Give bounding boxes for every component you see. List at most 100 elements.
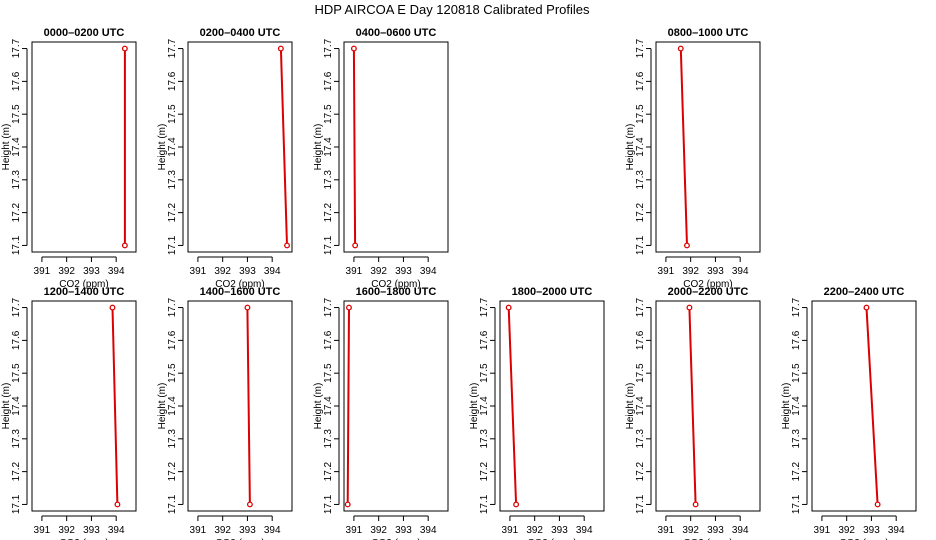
y-tick-label: 17.4	[791, 396, 802, 416]
y-tick-label: 17.3	[323, 429, 334, 449]
x-tick-label: 391	[190, 525, 207, 536]
figure-title: HDP AIRCOA E Day 120818 Calibrated Profi…	[314, 2, 590, 17]
x-tick-label: 391	[658, 266, 675, 277]
x-tick-label: 392	[58, 266, 75, 277]
profile-line	[279, 48, 288, 246]
plot-frame	[31, 41, 137, 253]
y-tick-label: 17.3	[323, 170, 334, 190]
y-tick-label: 17.5	[323, 363, 334, 383]
x-tick-label: 393	[395, 525, 412, 536]
x-axis-label: CO2 (ppm)	[527, 538, 576, 540]
y-tick-label: 17.4	[11, 137, 22, 157]
data-point	[513, 501, 520, 508]
y-tick-label: 17.7	[791, 297, 802, 317]
y-axis-label: Height (m)	[313, 383, 324, 430]
plot-frame	[343, 300, 449, 512]
y-tick-label: 17.7	[479, 297, 490, 317]
x-tick-label: 393	[239, 266, 256, 277]
x-tick-label: 392	[214, 266, 231, 277]
x-axis-label: CO2 (ppm)	[683, 538, 732, 540]
x-tick-label: 393	[863, 525, 880, 536]
x-tick-label: 392	[58, 525, 75, 536]
x-tick-label: 393	[83, 525, 100, 536]
y-tick-label: 17.1	[635, 494, 646, 514]
data-point	[346, 304, 352, 311]
y-axis-label: Height (m)	[781, 383, 792, 430]
x-tick-label: 394	[108, 266, 125, 277]
x-tick-label: 392	[682, 525, 699, 536]
y-tick-label: 17.5	[635, 104, 646, 124]
data-point	[121, 242, 128, 249]
profile-line	[246, 307, 251, 505]
x-tick-label: 393	[707, 266, 724, 277]
y-tick-label: 17.3	[479, 429, 490, 449]
x-axis-label: CO2 (ppm)	[839, 538, 888, 540]
y-tick-label: 17.4	[167, 396, 178, 416]
y-tick-label: 17.1	[635, 235, 646, 255]
plot-frame	[655, 41, 761, 253]
y-tick-label: 17.7	[167, 38, 178, 58]
profile-line	[346, 307, 350, 505]
y-tick-label: 17.4	[635, 396, 646, 416]
x-tick-label: 394	[576, 525, 593, 536]
y-tick-label: 17.1	[11, 494, 22, 514]
panel-title: 0200–0400 UTC	[200, 27, 281, 39]
data-point	[246, 501, 253, 508]
x-tick-label: 391	[502, 525, 519, 536]
x-tick-label: 394	[264, 525, 281, 536]
y-tick-label: 17.1	[11, 235, 22, 255]
panel-title: 1400–1600 UTC	[200, 286, 281, 298]
plot-frame	[31, 300, 137, 512]
y-tick-label: 17.3	[791, 429, 802, 449]
y-tick-label: 17.1	[167, 235, 178, 255]
data-point	[244, 304, 251, 311]
y-tick-label: 17.7	[635, 297, 646, 317]
x-tick-label: 391	[34, 525, 51, 536]
data-point	[114, 501, 121, 508]
x-tick-label: 391	[34, 266, 51, 277]
y-tick-label: 17.2	[11, 461, 22, 481]
y-axis-label: Height (m)	[625, 124, 636, 171]
profile-line	[352, 48, 357, 246]
y-tick-label: 17.3	[167, 429, 178, 449]
x-tick-label: 394	[732, 525, 749, 536]
profile-line	[679, 48, 688, 246]
panel-title: 1800–2000 UTC	[512, 286, 593, 298]
profile-line	[865, 307, 879, 505]
y-tick-label: 17.5	[791, 363, 802, 383]
y-tick-label: 17.1	[167, 494, 178, 514]
x-axis-label: CO2 (ppm)	[215, 279, 264, 290]
y-tick-label: 17.2	[635, 461, 646, 481]
x-tick-label: 393	[83, 266, 100, 277]
y-tick-label: 17.2	[167, 461, 178, 481]
x-tick-label: 393	[551, 525, 568, 536]
y-axis-label: Height (m)	[1, 383, 12, 430]
y-tick-label: 17.4	[635, 137, 646, 157]
y-tick-label: 17.2	[323, 202, 334, 222]
data-point	[686, 304, 693, 311]
x-tick-label: 394	[420, 525, 437, 536]
x-tick-label: 392	[526, 525, 543, 536]
plot-frame	[187, 41, 293, 253]
plot-frame	[343, 41, 449, 253]
y-tick-label: 17.6	[167, 330, 178, 350]
y-axis-label: Height (m)	[313, 124, 324, 171]
y-tick-label: 17.4	[323, 137, 334, 157]
y-tick-label: 17.4	[323, 396, 334, 416]
y-tick-label: 17.5	[167, 104, 178, 124]
x-tick-label: 394	[420, 266, 437, 277]
data-point	[350, 45, 357, 52]
plot-frame	[655, 300, 761, 512]
y-tick-label: 17.6	[635, 330, 646, 350]
x-tick-label: 394	[732, 266, 749, 277]
y-tick-label: 17.2	[635, 202, 646, 222]
y-tick-label: 17.6	[323, 330, 334, 350]
y-axis-label: Height (m)	[157, 383, 168, 430]
y-tick-label: 17.7	[635, 38, 646, 58]
y-tick-label: 17.1	[323, 494, 334, 514]
